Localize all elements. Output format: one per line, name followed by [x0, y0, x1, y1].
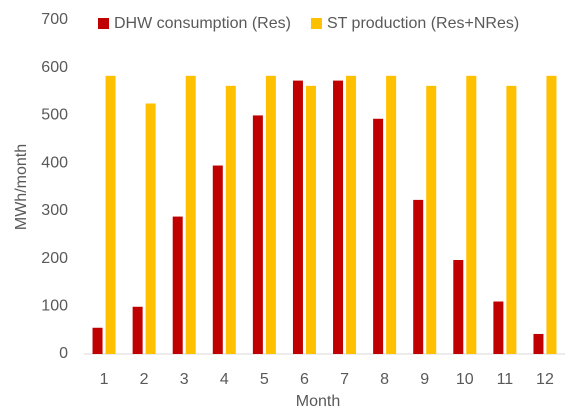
legend-swatch [98, 18, 109, 29]
bar [145, 103, 156, 354]
bar [426, 85, 437, 355]
x-tick-label: 9 [420, 371, 429, 388]
legend-label: DHW consumption (Res) [114, 15, 291, 32]
bar [172, 216, 183, 354]
bar [252, 115, 263, 354]
bar [132, 306, 143, 354]
y-axis-label: MWh/month [13, 144, 30, 230]
legend-swatch [310, 18, 322, 29]
bar [225, 85, 236, 355]
y-tick-label: 500 [41, 107, 68, 124]
y-tick-label: 0 [59, 345, 68, 362]
x-tick-label: 11 [497, 371, 514, 388]
bar [265, 75, 276, 354]
x-axis-label: Month [296, 393, 340, 410]
bar [92, 327, 103, 354]
bar [212, 165, 223, 354]
bar [185, 75, 196, 354]
bar [305, 85, 316, 355]
x-tick-label: 3 [180, 371, 189, 388]
x-tick-label: 12 [536, 371, 554, 388]
bar [533, 333, 544, 354]
bar [333, 80, 344, 355]
bar [346, 75, 357, 354]
x-tick-label: 2 [140, 371, 149, 388]
bar [386, 75, 397, 354]
bar [373, 118, 384, 354]
y-tick-label: 400 [41, 154, 68, 171]
bar [292, 80, 303, 355]
x-tick-label: 10 [456, 371, 474, 388]
bar [105, 75, 116, 354]
x-tick-label: 4 [220, 371, 229, 388]
x-tick-label: 1 [100, 371, 109, 388]
x-tick-label: 8 [380, 371, 389, 388]
y-tick-label: 200 [41, 250, 68, 267]
bar [453, 260, 464, 354]
legend-label: ST production (Res+NRes) [327, 15, 519, 32]
bar [413, 199, 424, 354]
y-tick-label: 100 [41, 298, 68, 315]
x-tick-label: 7 [340, 371, 349, 388]
bar [546, 75, 557, 354]
y-tick-label: 300 [41, 202, 68, 219]
bar [493, 301, 504, 354]
bar [506, 85, 517, 355]
bar [466, 75, 477, 354]
x-tick-label: 5 [260, 371, 269, 388]
y-tick-label: 600 [41, 59, 68, 76]
y-tick-label: 700 [41, 11, 68, 28]
x-tick-label: 6 [300, 371, 309, 388]
